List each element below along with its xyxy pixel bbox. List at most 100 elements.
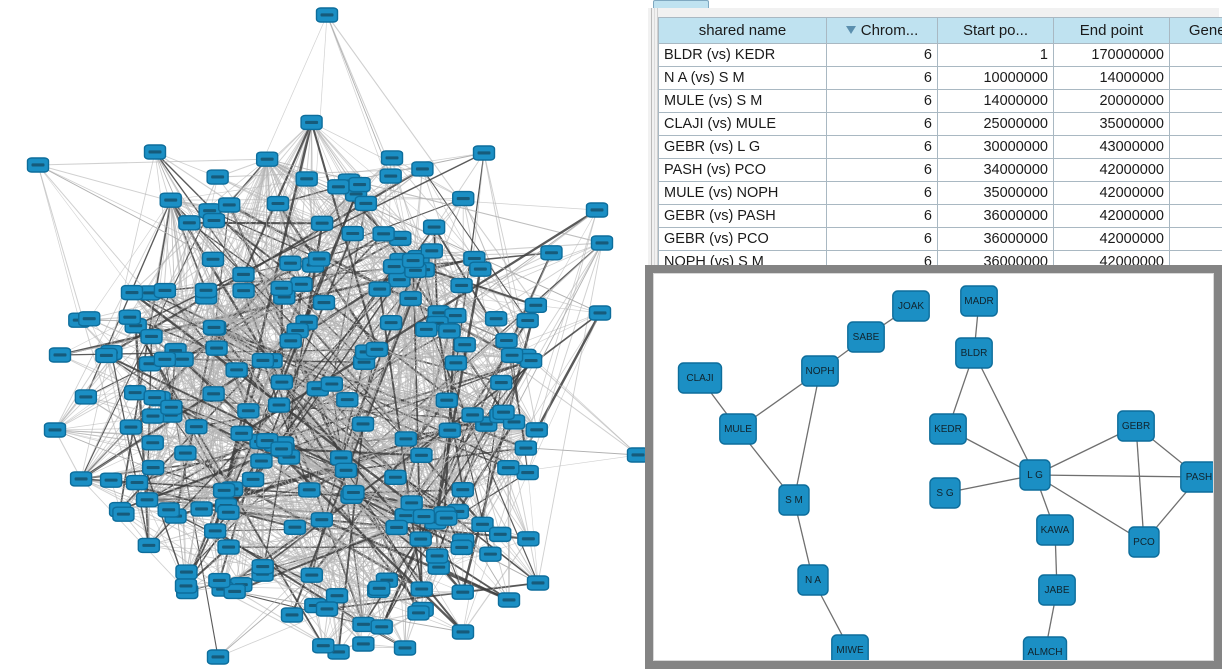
network-edge[interactable] [537,242,603,584]
network-node-miwe[interactable]: MIWE [831,634,869,661]
network-edge[interactable] [129,315,456,318]
network-edge[interactable] [973,352,1036,476]
cell-genetic[interactable]: 5.9 [1169,112,1222,136]
network-edge[interactable] [119,200,172,510]
network-edge[interactable] [462,554,491,633]
network-edge[interactable] [119,452,186,510]
network-node-kawa[interactable]: KAWA [1036,514,1074,546]
network-edge[interactable] [391,157,501,535]
network-edge[interactable] [169,199,353,497]
table-row[interactable]: GEBR (vs) L G6300000004300000016.9 [658,135,1222,159]
network-edge[interactable] [88,199,171,319]
network-edge[interactable] [54,122,312,431]
network-edge[interactable] [508,355,513,601]
cell-end_point[interactable]: 43000000 [1053,135,1170,159]
cell-end_point[interactable]: 170000000 [1053,43,1170,67]
network-edge[interactable] [438,312,601,568]
cell-shared_name[interactable]: BLDR (vs) KEDR [658,43,827,67]
table-row[interactable]: PASH (vs) PCO6340000004200000011.4 [658,158,1222,182]
column-header-start-point[interactable]: Start po... [937,17,1054,44]
table-row[interactable]: N A (vs) S M610000000140000006.6 [658,66,1222,90]
cell-end_point[interactable]: 42000000 [1053,181,1170,205]
network-node-joak[interactable]: JOAK [892,290,930,322]
table-body[interactable]: BLDR (vs) KEDR61170000000192.0N A (vs) S… [658,43,1222,274]
network-edge[interactable] [54,429,296,528]
network-edge[interactable] [317,388,510,601]
column-header-genetic[interactable]: Genetic... [1169,17,1222,44]
network-edge[interactable] [217,415,501,658]
network-edge[interactable] [266,158,601,314]
cell-shared_name[interactable]: CLAJI (vs) MULE [658,112,827,136]
subnetwork-panel[interactable]: CLAJI MULE NOPH SABE JOAK S M N A MIWE MADR BLDR K… [645,265,1222,669]
results-table[interactable]: shared name Chrom... Start po... [658,17,1222,274]
table-row[interactable]: CLAJI (vs) MULE625000000350000005.9 [658,112,1222,136]
network-edge[interactable] [340,157,393,459]
network-edge[interactable] [281,238,401,383]
network-edge[interactable] [363,257,419,625]
network-edge[interactable] [305,223,324,323]
cell-end_point[interactable]: 20000000 [1053,89,1170,113]
network-node-jabe[interactable]: JABE [1038,574,1076,606]
table-tab[interactable] [653,0,709,10]
network-edge[interactable] [153,399,447,469]
cell-shared_name[interactable]: GEBR (vs) L G [658,135,827,159]
network-edge[interactable] [186,328,216,592]
column-header-shared-name[interactable]: shared name [658,17,827,44]
network-edge[interactable] [153,467,463,593]
network-edge[interactable] [391,157,529,321]
network-edge[interactable] [277,203,392,324]
cell-chromosome[interactable]: 6 [826,204,938,228]
column-header-chromosome[interactable]: Chrom... [826,17,938,44]
network-node-pco[interactable]: PCO [1128,526,1160,558]
network-edge[interactable] [252,421,515,480]
cell-genetic[interactable]: 16.9 [1169,135,1222,159]
network-node-gebr[interactable]: GEBR [1117,410,1155,442]
cell-genetic[interactable]: 8.9 [1169,204,1222,228]
network-edge[interactable] [175,348,378,517]
network-edge[interactable] [152,415,487,425]
cell-chromosome[interactable]: 6 [826,227,938,251]
network-edge[interactable] [337,423,364,653]
cell-start_point[interactable]: 14000000 [937,89,1054,113]
network-edge[interactable] [445,152,485,519]
network-edge[interactable] [214,186,339,329]
cell-shared_name[interactable]: GEBR (vs) PASH [658,204,827,228]
network-edge[interactable] [54,429,82,480]
network-edge[interactable] [170,222,323,408]
network-node-l-g[interactable]: L G [1019,459,1051,491]
network-node-almch[interactable]: ALMCH [1022,636,1068,661]
network-edge[interactable] [326,14,537,306]
cell-start_point[interactable]: 36000000 [937,227,1054,251]
network-edge[interactable] [123,186,339,515]
network-edge[interactable] [412,260,601,314]
network-node-sabe[interactable]: SABE [847,321,885,353]
table-row-gutter[interactable] [648,8,658,265]
network-edge[interactable] [213,327,487,425]
subnetwork-canvas[interactable]: CLAJI MULE NOPH SABE JOAK S M N A MIWE MADR BLDR K… [653,273,1214,661]
network-edge[interactable] [152,288,380,417]
network-edge[interactable] [80,478,188,592]
network-edge[interactable] [186,447,526,573]
network-edge[interactable] [170,199,323,224]
network-edge[interactable] [1034,474,1200,478]
network-node-noph[interactable]: NOPH [801,355,839,387]
network-edge[interactable] [421,168,529,321]
network-edge[interactable] [483,152,538,430]
network-edge[interactable] [280,193,358,383]
network-node-s-g[interactable]: S G [929,477,961,509]
cell-chromosome[interactable]: 6 [826,89,938,113]
cell-chromosome[interactable]: 6 [826,66,938,90]
network-edge[interactable] [793,370,821,501]
network-edge[interactable] [164,252,552,292]
cell-shared_name[interactable]: GEBR (vs) PCO [658,227,827,251]
network-edge[interactable] [412,152,485,261]
network-edge[interactable] [411,344,466,504]
table-row[interactable]: GEBR (vs) PCO636000000420000008.4 [658,227,1222,251]
network-edge[interactable] [123,513,223,590]
network-edge[interactable] [215,320,528,329]
network-edge[interactable] [37,164,282,450]
network-edge[interactable] [241,209,598,435]
big-network-svg[interactable] [0,0,645,669]
network-edge[interactable] [151,336,367,353]
network-edge[interactable] [281,260,401,383]
